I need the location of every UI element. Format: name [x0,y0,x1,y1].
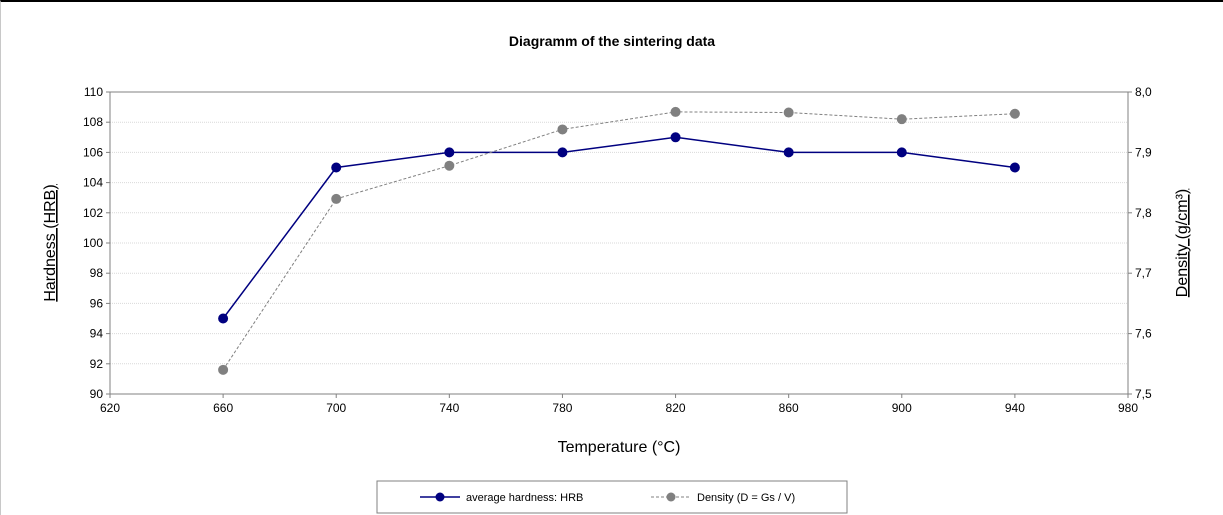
y2-tick-label: 7,5 [1135,387,1152,401]
data-point-hardness [670,132,681,143]
axis-ticks: 90 92 94 96 98 100 102 104 106 108 110 7,5 7,6 7,7 7,8… [83,85,1152,415]
y-tick-label: 90 [90,387,104,401]
data-point-density [444,160,455,171]
y2-tick-label: 8,0 [1135,85,1152,99]
data-point-hardness [218,313,229,324]
y2-axis-title: Density (g/cm³) [1174,189,1191,297]
data-point-density [783,107,794,118]
data-point-hardness [896,147,907,158]
y-axis-title: Hardness (HRB) [42,184,59,301]
y-tick-label: 98 [90,266,104,280]
x-tick-label: 620 [100,401,120,415]
x-axis-title: Temperature (°C) [558,439,681,456]
y-tick-label: 102 [83,206,103,220]
y-tick-label: 110 [84,85,103,99]
chart-title: Diagramm of the sintering data [509,33,715,49]
y-tick-label: 100 [83,236,103,250]
series-layer [218,106,1020,375]
data-point-density [331,193,342,204]
data-point-hardness [444,147,455,158]
x-tick-label: 780 [552,401,572,415]
gridlines [110,121,1128,365]
legend-marker-density [666,492,676,502]
y-tick-label: 92 [90,357,104,371]
data-point-density [896,114,907,125]
y-tick-label: 94 [90,327,104,341]
legend-marker-hardness [435,492,445,502]
legend-label-density: Density (D = Gs / V) [697,492,795,504]
data-point-hardness [783,147,794,158]
series-line-hardness [222,136,1015,319]
y-tick-label: 104 [83,176,103,190]
x-tick-label: 660 [213,401,233,415]
data-point-hardness [1009,162,1020,173]
x-tick-label: 980 [1118,401,1138,415]
x-tick-label: 900 [892,401,912,415]
x-tick-label: 820 [666,401,686,415]
legend: average hardness: HRB Density (D = Gs / … [376,480,848,514]
series-line-density [222,111,1015,371]
y2-tick-label: 7,7 [1135,266,1152,280]
x-tick-label: 700 [326,401,346,415]
data-point-hardness [557,147,568,158]
x-tick-label: 860 [779,401,799,415]
x-tick-label: 740 [439,401,459,415]
y2-tick-label: 7,8 [1135,206,1152,220]
y2-tick-label: 7,6 [1135,327,1152,341]
x-tick-label: 940 [1005,401,1025,415]
y2-tick-label: 7,9 [1135,145,1152,159]
y-tick-label: 108 [83,115,103,129]
y-tick-label: 96 [90,296,104,310]
y-tick-label: 106 [83,145,103,159]
data-point-density [557,124,568,135]
data-point-density [670,106,681,117]
legend-label-hardness: average hardness: HRB [466,492,583,504]
data-point-density [1009,108,1020,119]
data-point-density [218,364,229,375]
data-point-hardness [331,162,342,173]
